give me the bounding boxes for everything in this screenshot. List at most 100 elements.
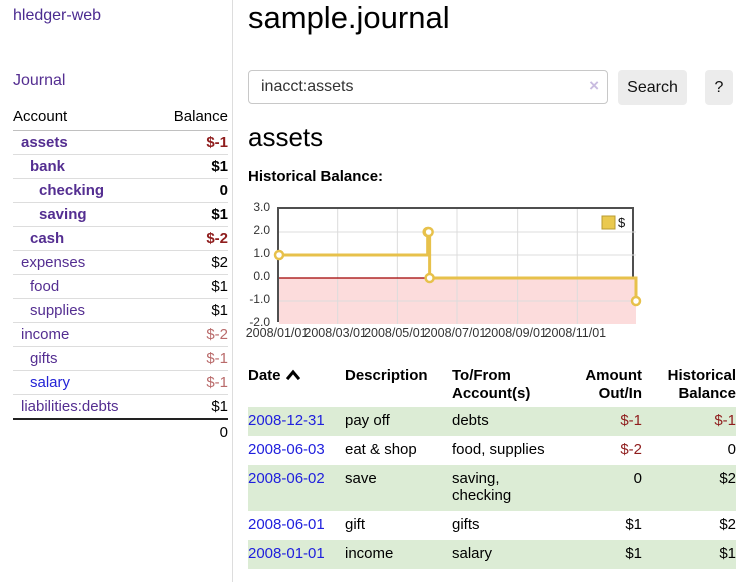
brand-link[interactable]: hledger-web	[13, 7, 102, 24]
transaction-date-link[interactable]: 2008-06-01	[248, 516, 325, 533]
account-link-gifts[interactable]: gifts	[30, 350, 58, 367]
nav-journal-link[interactable]: Journal	[13, 72, 66, 89]
y-axis-tick-label: 1.0	[253, 246, 270, 260]
accounts-table: Account Balance assets $-1 bank $1 checkin…	[13, 106, 228, 444]
x-axis-tick-label: 2008/03/01	[304, 326, 367, 340]
account-link-cash[interactable]: cash	[30, 230, 65, 247]
account-link-expenses[interactable]: expenses	[21, 254, 86, 271]
transaction-description: gift	[345, 516, 366, 533]
account-balance: $-1	[155, 370, 228, 395]
account-balance: $1	[155, 202, 228, 227]
account-heading: assets	[248, 122, 324, 152]
account-balance: $-1	[155, 346, 228, 371]
x-axis-tick-label: 2008/05/01	[364, 326, 427, 340]
clear-search-icon[interactable]: ×	[589, 76, 599, 95]
account-link-saving[interactable]: saving	[39, 206, 87, 223]
account-row: expenses $2	[13, 250, 228, 275]
transaction-row: 2008-12-31 pay off debts $-1 $-1	[248, 407, 736, 436]
y-axis-tick-label: 2.0	[253, 223, 270, 237]
accounts-header-account: Account	[13, 106, 156, 131]
register-header-accounts: To/From Account(s)	[452, 367, 531, 402]
transaction-accounts: saving, checking	[452, 470, 512, 504]
search-box: ×	[248, 70, 608, 104]
accounts-total-value: 0	[219, 424, 228, 441]
transaction-date-link[interactable]: 2008-06-02	[248, 470, 325, 487]
account-link-bank[interactable]: bank	[30, 158, 66, 175]
x-axis-tick-label: 2008/07/01	[423, 326, 487, 340]
register-header-balance: Historical Balance	[667, 367, 736, 402]
account-link-assets[interactable]: assets	[21, 134, 68, 151]
account-link-checking[interactable]: checking	[39, 182, 105, 199]
account-balance: $-2	[155, 226, 228, 251]
search-input[interactable]	[248, 70, 608, 104]
account-balance: 0	[155, 178, 228, 203]
register-header-description: Description	[345, 367, 428, 384]
account-balance: $1	[155, 298, 228, 323]
account-link-income[interactable]: income	[21, 326, 70, 343]
accounts-header-balance: Balance	[155, 106, 228, 131]
account-balance: $1	[155, 394, 228, 420]
historical-balance-chart: $3.0 2.0 1.0 0.0 -1.0 -2.0 2008/01/01 2008/03/0…	[245, 200, 668, 343]
transaction-amount: $-1	[620, 412, 642, 429]
transaction-balance: $2	[719, 516, 736, 533]
account-row: gifts $-1	[13, 346, 228, 371]
account-row: bank $1	[13, 154, 228, 179]
accounts-total-row: 0	[13, 419, 228, 444]
svg-text:$: $	[618, 215, 626, 230]
account-balance: $1	[155, 154, 228, 179]
x-axis-tick-label: 2008/09/01	[484, 326, 547, 340]
search-button[interactable]: Search	[618, 70, 687, 105]
sort-ascending-icon	[285, 367, 300, 385]
account-balance: $-2	[155, 322, 228, 347]
register-table: Date Description To/From Account(s) Amou…	[248, 361, 736, 569]
x-axis-tick-label: 2008/01/01	[245, 326, 309, 340]
account-row: cash $-2	[13, 226, 228, 251]
transaction-balance: 0	[727, 441, 736, 458]
transaction-description: save	[345, 470, 377, 487]
y-axis-tick-label: 3.0	[253, 200, 270, 214]
transaction-row: 2008-06-02 save saving, checking 0 $2	[248, 465, 736, 511]
transaction-accounts: salary	[452, 545, 493, 562]
search-form: × Search ?	[248, 70, 736, 105]
account-link-salary[interactable]: salary	[30, 374, 71, 391]
transaction-date-link[interactable]: 2008-06-03	[248, 441, 325, 458]
sidebar: hledger-web Journal Account Balance asse…	[0, 0, 233, 582]
page-title: sample.journal	[248, 0, 450, 35]
y-axis-tick-label: -2.0	[249, 315, 270, 329]
account-balance: $2	[155, 250, 228, 275]
transaction-accounts: food, supplies	[452, 441, 545, 458]
register-header-row: Date Description To/From Account(s) Amou…	[248, 361, 736, 407]
help-button[interactable]: ?	[705, 70, 733, 105]
transaction-date-link[interactable]: 2008-12-31	[248, 412, 325, 429]
main-content: sample.journal × Search ? assets Histori…	[245, 0, 736, 582]
transaction-accounts: gifts	[452, 516, 480, 533]
transaction-date-link[interactable]: 2008-01-01	[248, 545, 325, 562]
account-balance: $-1	[155, 130, 228, 155]
transaction-row: 2008-06-01 gift gifts $1 $2	[248, 511, 736, 540]
register-header-amount: Amount Out/In	[585, 367, 642, 402]
account-link-supplies[interactable]: supplies	[30, 302, 86, 319]
transaction-amount: $1	[625, 545, 642, 562]
account-row: liabilities:debts $1	[13, 394, 228, 420]
account-row: checking 0	[13, 178, 228, 203]
accounts-header-row: Account Balance	[13, 106, 228, 131]
account-link-food[interactable]: food	[30, 278, 60, 295]
account-row: supplies $1	[13, 298, 228, 323]
y-axis-tick-label: 0.0	[253, 269, 270, 283]
transaction-description: pay off	[345, 412, 390, 429]
account-link-liabilities-debts[interactable]: liabilities:debts	[21, 398, 119, 415]
transaction-amount: 0	[633, 470, 642, 487]
transaction-amount: $-2	[620, 441, 642, 458]
transaction-description: income	[345, 545, 394, 562]
account-row: salary $-1	[13, 370, 228, 395]
account-row: saving $1	[13, 202, 228, 227]
register-header-date[interactable]: Date	[248, 361, 345, 407]
transaction-row: 2008-01-01 income salary $1 $1	[248, 540, 736, 569]
transaction-row: 2008-06-03 eat & shop food, supplies $-2…	[248, 436, 736, 465]
x-axis-tick-label: 2008/11/01	[544, 326, 607, 340]
transaction-balance: $-1	[714, 412, 736, 429]
transaction-accounts: debts	[452, 412, 489, 429]
account-row: assets $-1	[13, 130, 228, 155]
account-balance: $1	[155, 274, 228, 299]
transaction-amount: $1	[625, 516, 642, 533]
